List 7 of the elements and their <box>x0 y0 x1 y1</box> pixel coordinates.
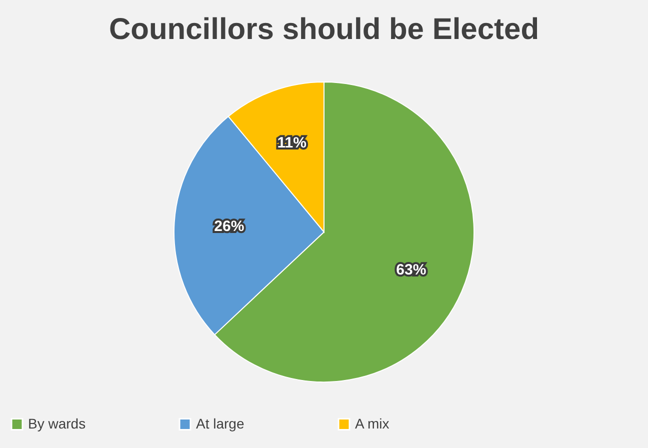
legend-label: A mix <box>355 415 390 432</box>
data-label: 11% <box>277 134 306 152</box>
data-label: 63% <box>396 262 426 279</box>
legend-label: By wards <box>28 415 86 432</box>
data-label: 26% <box>214 218 244 236</box>
chart-title: Councillors should be Elected <box>108 13 540 46</box>
legend-label: At large <box>196 415 244 432</box>
